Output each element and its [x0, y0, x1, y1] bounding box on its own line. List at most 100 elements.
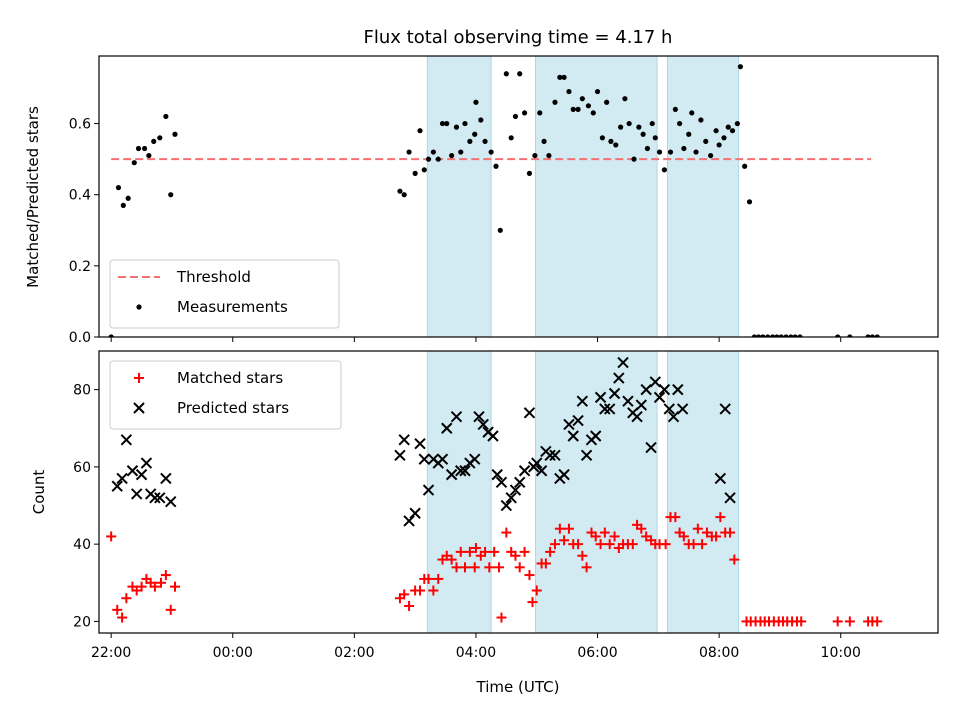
- predicted-stars-point: [455, 465, 467, 477]
- bottom-y-axis-label: Count: [30, 470, 48, 515]
- predicted-stars-point: [649, 376, 662, 388]
- matched-stars-point: [169, 581, 180, 592]
- predicted-stars-point: [126, 465, 139, 477]
- predicted-stars-point: [563, 418, 575, 431]
- measurement-point: [458, 149, 464, 155]
- predicted-stars-point: [130, 488, 143, 500]
- x-tick-label: 00:00: [213, 645, 253, 661]
- bottom-observing-span: [426, 351, 492, 633]
- top-observing-span: [666, 56, 740, 337]
- measurement-point: [120, 202, 126, 208]
- measurement-point: [421, 167, 427, 173]
- predicted-stars-point: [631, 410, 643, 423]
- predicted-stars-point: [477, 418, 489, 431]
- matched-stars-point: [160, 570, 171, 581]
- predicted-stars-point: [154, 492, 166, 504]
- predicted-stars-point: [165, 495, 177, 508]
- predicted-stars-point: [531, 457, 543, 469]
- predicted-stars-point: [514, 476, 526, 489]
- predicted-stars-point: [676, 403, 689, 415]
- predicted-stars-point: [409, 507, 421, 519]
- top-y-axis-label: Matched/Predicted stars: [24, 106, 42, 288]
- predicted-stars-point: [398, 434, 410, 446]
- top-panel: 0.0 0.2 0.4 0.6 Threshold Measurements: [69, 55, 939, 346]
- measurement-point: [713, 128, 719, 134]
- matched-stars-point: [469, 562, 480, 573]
- matched-stars-point: [415, 585, 426, 596]
- measurement-point: [656, 149, 663, 155]
- predicted-stars-point: [491, 468, 503, 481]
- matched-stars-point: [428, 585, 439, 596]
- measurement-point: [716, 142, 722, 148]
- matched-stars-point: [715, 512, 726, 523]
- matched-stars-point: [545, 546, 556, 557]
- measurement-point: [108, 334, 114, 337]
- predicted-stars-point: [111, 480, 123, 492]
- bottom-y-tick-label: 80: [73, 383, 91, 399]
- matched-stars-point: [554, 523, 565, 534]
- measurement-point: [546, 152, 552, 159]
- predicted-stars-point: [590, 430, 602, 442]
- matched-stars-point: [725, 527, 736, 538]
- measurement-point: [783, 334, 789, 337]
- measurement-point: [449, 152, 455, 159]
- measurement-point: [462, 120, 468, 127]
- measurement-point: [742, 163, 748, 169]
- bottom-plot-area: [106, 351, 883, 633]
- measurement-point: [661, 167, 668, 173]
- matched-stars-point: [796, 616, 807, 627]
- measurement-point: [397, 188, 403, 194]
- bottom-y-tick-label: 60: [73, 460, 91, 476]
- measurement-point: [649, 120, 655, 127]
- matched-stars-point: [519, 546, 530, 557]
- top-observing-span: [426, 56, 492, 337]
- top-plot-area: [108, 56, 880, 337]
- matched-stars-point: [872, 616, 883, 627]
- predicted-stars-point: [645, 441, 657, 454]
- matched-stars-point: [446, 554, 457, 565]
- measurement-point: [497, 227, 503, 233]
- measurement-point: [157, 135, 163, 141]
- predicted-stars-point: [544, 449, 556, 462]
- legend-label: Predicted stars: [177, 399, 289, 417]
- measurement-point: [575, 106, 581, 112]
- predicted-stars-point: [394, 449, 406, 462]
- measurement-point: [765, 334, 771, 337]
- matched-stars-point: [121, 593, 132, 604]
- matched-stars-point: [604, 539, 615, 550]
- matched-stars-point: [540, 558, 551, 569]
- measurement-point: [599, 135, 606, 141]
- measurement-point: [503, 71, 509, 77]
- matched-stars-point: [844, 616, 855, 627]
- measurement-point: [746, 199, 753, 205]
- matched-stars-point: [459, 562, 470, 573]
- matched-stars-point: [484, 562, 495, 573]
- predicted-stars-point: [418, 453, 430, 465]
- matched-stars-point: [399, 589, 410, 600]
- predicted-stars-point: [469, 453, 481, 465]
- measurement-point: [686, 131, 692, 137]
- measurement-point: [541, 138, 547, 144]
- measurement-point: [406, 149, 412, 155]
- measurement-point: [644, 145, 650, 152]
- measurement-point: [151, 138, 157, 144]
- predicted-stars-point: [719, 403, 731, 415]
- measurement-point: [557, 74, 563, 80]
- predicted-stars-point: [658, 383, 671, 396]
- measurement-point: [532, 152, 538, 159]
- top-y-tick-label: 0.0: [69, 330, 91, 346]
- matched-stars-point: [531, 585, 542, 596]
- measurement-point: [467, 138, 473, 144]
- measurement-point: [125, 195, 131, 201]
- measurement-point: [472, 131, 478, 137]
- predicted-stars-point: [436, 453, 449, 465]
- measurement-point: [613, 142, 619, 148]
- predicted-stars-point: [140, 457, 153, 469]
- matched-stars-point: [489, 546, 500, 557]
- predicted-stars-point: [714, 472, 727, 485]
- predicted-stars-point: [523, 407, 536, 419]
- measurement-point: [478, 117, 484, 123]
- measurement-point: [585, 103, 592, 109]
- predicted-stars-point: [495, 476, 508, 489]
- measurement-point: [537, 110, 543, 116]
